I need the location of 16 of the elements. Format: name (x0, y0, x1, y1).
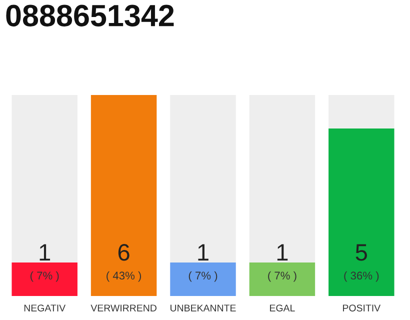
annotation: ( 7% ) (268, 271, 296, 282)
data-label: 6 (118, 244, 130, 261)
x-tick-label: EGAL (270, 304, 295, 312)
annotation: ( 7% ) (188, 271, 218, 282)
chart-title: 0888651342 (6, 4, 174, 26)
annotation: ( 7% ) (30, 271, 59, 282)
data-label: 5 (356, 244, 367, 261)
data-label: 1 (40, 244, 50, 261)
x-tick-label: UNBEKANNTE (170, 304, 236, 312)
x-tick-label: VERWIRREND (90, 304, 156, 312)
x-tick-label: POSITIV (343, 304, 381, 312)
annotation: ( 36% ) (344, 271, 379, 282)
data-label: 1 (198, 244, 208, 261)
data-label: 1 (277, 244, 288, 261)
annotation: ( 43% ) (106, 271, 142, 282)
x-tick-label: NEGATIV (24, 304, 66, 312)
